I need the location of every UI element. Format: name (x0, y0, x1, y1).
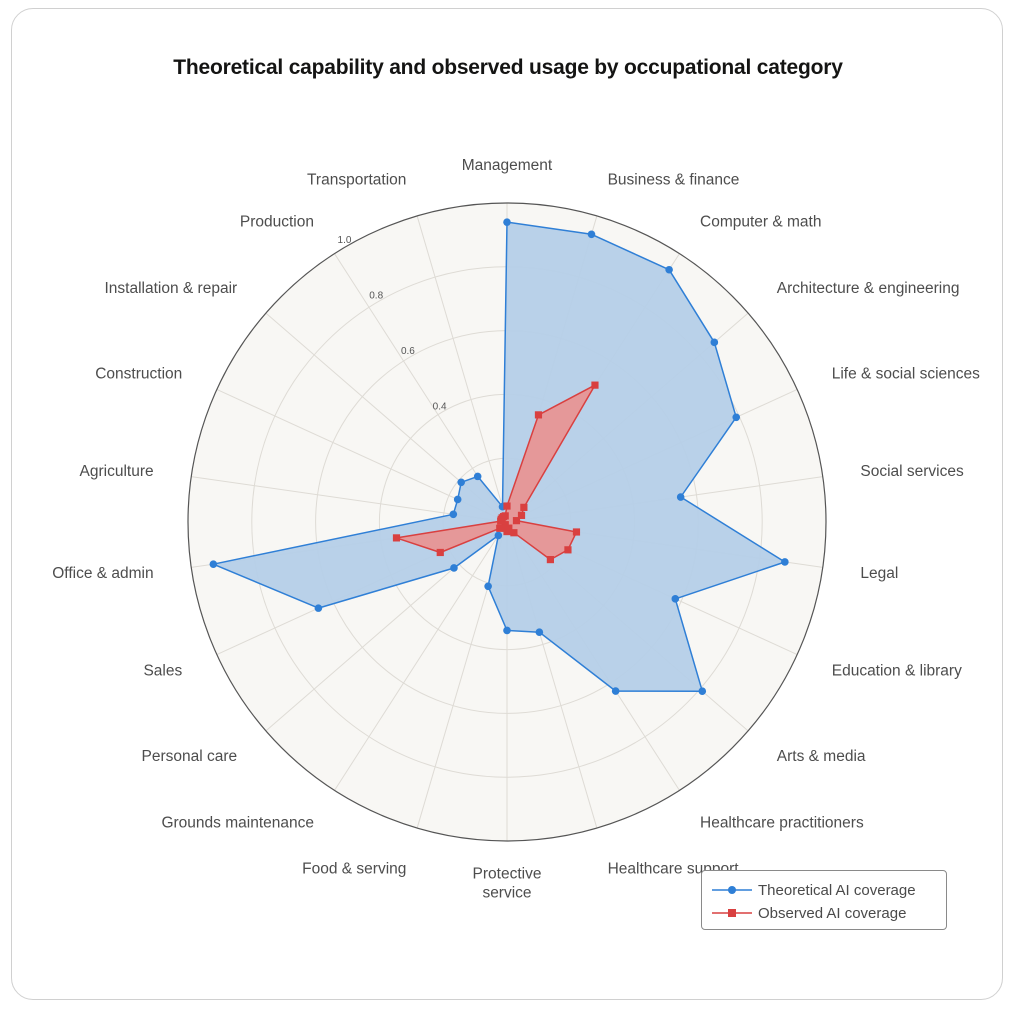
point-observed (546, 556, 554, 564)
point-observed (503, 502, 511, 510)
legend-marker-observed (712, 909, 752, 917)
point-observed (501, 512, 509, 520)
point-observed (517, 511, 526, 519)
category-label-line: Business & finance (608, 171, 740, 188)
point-theoretical (665, 265, 673, 274)
point-theoretical (611, 687, 620, 695)
point-observed (534, 411, 543, 419)
category-label-line: Protective (473, 866, 542, 883)
legend-item-theoretical: Theoretical AI coverage (702, 880, 916, 900)
category-label-line: Grounds maintenance (161, 814, 314, 831)
category-label: Legal (860, 565, 898, 582)
radial-tick-label: 0.8 (369, 291, 383, 302)
category-label-line: Life & social sciences (832, 366, 980, 383)
grid-spoke (334, 521, 508, 791)
category-label: Computer & math (700, 214, 821, 231)
point-theoretical (535, 628, 544, 636)
point-theoretical (314, 604, 323, 612)
point-theoretical (503, 626, 511, 635)
point-theoretical (449, 510, 458, 519)
point-theoretical (494, 531, 503, 540)
category-label: Grounds maintenance (161, 814, 314, 831)
point-theoretical (457, 478, 465, 487)
chart-title: Theoretical capability and observed usag… (173, 56, 843, 79)
category-label-line: Agriculture (80, 463, 154, 480)
category-label-line: Food & serving (302, 861, 406, 878)
grid-spoke (416, 215, 508, 523)
category-label: Life & social sciences (832, 366, 980, 383)
legend-marker-theoretical (712, 886, 752, 894)
outer-ring (187, 202, 827, 842)
point-theoretical (676, 493, 685, 501)
point-theoretical (587, 230, 596, 239)
category-label-line: Legal (860, 565, 898, 582)
point-observed (436, 548, 444, 557)
radial-tick-label: 1.0 (338, 235, 352, 246)
point-theoretical (209, 560, 218, 569)
category-label: Food & serving (302, 861, 406, 878)
point-theoretical (732, 413, 741, 422)
point-observed (392, 534, 401, 542)
point-observed (512, 517, 521, 525)
category-label: Transportation (307, 171, 406, 188)
point-theoretical (698, 687, 707, 696)
legend-label-theoretical: Theoretical AI coverage (758, 881, 916, 899)
point-theoretical (453, 495, 462, 504)
category-label: Protective service (473, 866, 542, 902)
legend: Theoretical AI coverage Observed AI cove… (701, 870, 947, 930)
point-observed (564, 546, 572, 554)
legend-label-observed: Observed AI coverage (758, 904, 907, 922)
point-theoretical (503, 218, 511, 226)
category-label-line: Architecture & engineering (777, 280, 960, 297)
point-observed (572, 528, 581, 536)
category-label-line: Computer & math (700, 214, 821, 231)
legend-item-observed: Observed AI coverage (702, 903, 906, 923)
point-theoretical (710, 338, 719, 347)
category-label: Office & admin (52, 565, 153, 582)
category-label-line: Arts & media (777, 748, 866, 765)
category-label-line: Office & admin (52, 565, 153, 582)
category-label: Social services (860, 463, 964, 480)
point-observed (591, 381, 599, 389)
category-label-line: Management (462, 157, 553, 174)
category-label-line: Personal care (142, 748, 238, 765)
radial-tick-label: 0.4 (433, 401, 447, 412)
category-label: Sales (143, 662, 182, 679)
category-label: Healthcare practitioners (700, 814, 864, 831)
category-label-line: Sales (143, 662, 182, 679)
category-label-line: Healthcare practitioners (700, 814, 864, 831)
category-label: Personal care (142, 748, 238, 765)
category-label: Management (462, 157, 553, 174)
point-observed (496, 524, 504, 532)
category-label: Installation & repair (105, 280, 238, 297)
category-label: Business & finance (608, 171, 740, 188)
category-label: Architecture & engineering (777, 280, 960, 297)
category-label: Education & library (832, 662, 962, 679)
radial-tick-label: 0.6 (401, 346, 415, 357)
category-label-line: Installation & repair (105, 280, 238, 297)
point-observed (520, 503, 528, 511)
category-label: Production (240, 214, 314, 231)
category-label-line: Social services (860, 463, 964, 480)
category-label-line: Production (240, 214, 314, 231)
point-theoretical (671, 595, 680, 603)
point-observed (501, 521, 509, 529)
point-theoretical (781, 558, 789, 566)
point-theoretical (484, 582, 492, 591)
point-theoretical (473, 472, 482, 481)
category-label-line: service (482, 885, 531, 902)
category-label-line: Transportation (307, 171, 406, 188)
category-label-line: Construction (95, 366, 182, 383)
category-label: Arts & media (777, 748, 866, 765)
category-label-line: Education & library (832, 662, 962, 679)
category-label: Agriculture (80, 463, 154, 480)
point-observed (510, 529, 518, 537)
point-theoretical (450, 564, 458, 572)
category-label: Construction (95, 366, 182, 383)
